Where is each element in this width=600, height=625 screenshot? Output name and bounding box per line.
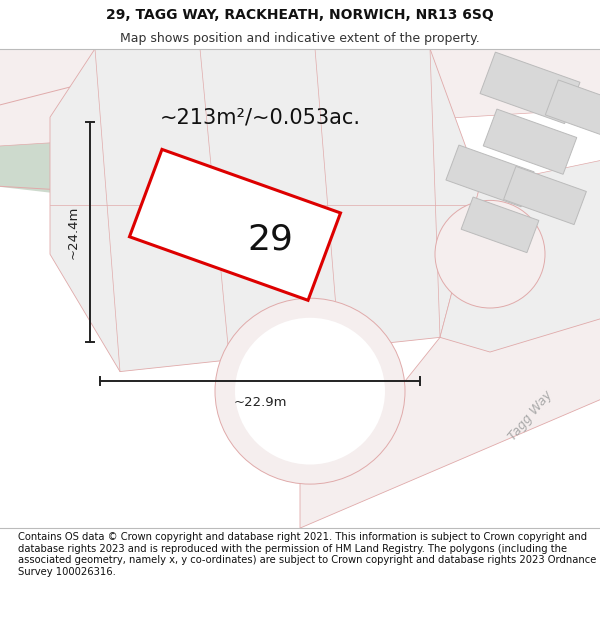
- Polygon shape: [545, 80, 600, 135]
- Polygon shape: [446, 145, 534, 207]
- Circle shape: [235, 318, 385, 464]
- Text: ~22.9m: ~22.9m: [233, 396, 287, 409]
- Polygon shape: [461, 197, 539, 252]
- Polygon shape: [503, 166, 586, 224]
- Polygon shape: [0, 49, 220, 205]
- Circle shape: [435, 201, 545, 308]
- Polygon shape: [440, 156, 600, 401]
- Polygon shape: [483, 109, 577, 174]
- Polygon shape: [50, 49, 480, 372]
- Text: Map shows position and indicative extent of the property.: Map shows position and indicative extent…: [120, 31, 480, 44]
- Text: ~213m²/~0.053ac.: ~213m²/~0.053ac.: [160, 107, 361, 127]
- Text: 29: 29: [247, 222, 293, 256]
- Text: Contains OS data © Crown copyright and database right 2021. This information is : Contains OS data © Crown copyright and d…: [18, 532, 596, 577]
- Polygon shape: [0, 49, 600, 147]
- Text: Tagg Way: Tagg Way: [506, 388, 554, 443]
- Polygon shape: [480, 52, 580, 124]
- Text: 29, TAGG WAY, RACKHEATH, NORWICH, NR13 6SQ: 29, TAGG WAY, RACKHEATH, NORWICH, NR13 6…: [106, 8, 494, 22]
- Circle shape: [215, 298, 405, 484]
- Polygon shape: [300, 313, 600, 528]
- Text: ~24.4m: ~24.4m: [67, 206, 80, 259]
- Polygon shape: [130, 149, 341, 300]
